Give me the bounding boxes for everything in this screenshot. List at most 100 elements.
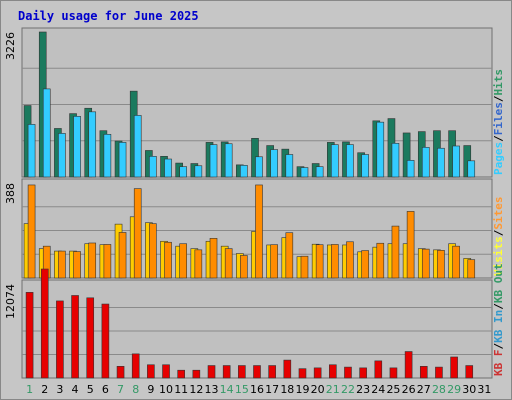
bar: [164, 158, 172, 178]
bar: [406, 160, 415, 178]
bar: [467, 259, 476, 279]
day-label: 20: [311, 383, 325, 396]
bar: [116, 366, 125, 379]
bar: [255, 156, 263, 178]
legend-item: Hits: [492, 69, 505, 96]
day-label: 28: [432, 383, 446, 396]
bar: [147, 364, 155, 379]
day-label: 5: [87, 383, 94, 396]
day-label: 27: [417, 383, 431, 396]
panels-layer: 3226 Pages/Files/Hits 388 Visits/Sites 12074…: [4, 27, 505, 379]
panel-max-label: 3226: [4, 32, 17, 60]
day-label: 31: [477, 383, 491, 396]
bar: [376, 242, 385, 279]
series-kb-f: [25, 268, 474, 379]
bar: [419, 366, 428, 379]
panel-background: [21, 279, 493, 379]
bar: [391, 142, 400, 178]
bar: [179, 166, 187, 178]
bar: [149, 156, 157, 178]
bar: [131, 353, 140, 379]
bar: [177, 369, 185, 379]
bar: [149, 223, 157, 279]
day-label: 30: [462, 383, 476, 396]
bar: [452, 145, 460, 178]
panel-hits: 3226 Pages/Files/Hits: [4, 27, 505, 178]
bar: [56, 300, 64, 379]
chart-title: Daily usage for June 2025: [18, 9, 199, 23]
bar: [27, 184, 36, 279]
day-label: 12: [189, 383, 203, 396]
bar: [88, 242, 97, 279]
bar: [103, 244, 112, 279]
panel-max-label: 12074: [4, 284, 17, 319]
legend-item: KB F: [492, 350, 505, 377]
bar: [58, 133, 66, 178]
day-label: 9: [147, 383, 154, 396]
day-label: 24: [371, 383, 385, 396]
day-label: 7: [117, 383, 124, 396]
bar: [71, 295, 79, 379]
bar: [164, 241, 172, 279]
bar: [224, 248, 233, 279]
panel-legend: Visits/Sites: [492, 197, 505, 277]
bar: [359, 367, 367, 379]
bar: [133, 115, 142, 178]
bar: [437, 147, 445, 178]
bar: [101, 303, 110, 379]
bar: [300, 255, 309, 279]
day-label: 15: [235, 383, 249, 396]
bar: [255, 184, 263, 279]
bar: [270, 149, 278, 178]
bar: [209, 144, 218, 178]
day-label: 2: [41, 383, 48, 396]
legend-item: Visits: [492, 236, 505, 276]
bar: [450, 356, 458, 379]
bar: [238, 365, 246, 379]
bar: [133, 188, 142, 279]
day-label: 8: [132, 383, 139, 396]
bar: [346, 241, 354, 279]
bar: [73, 251, 81, 279]
bar: [285, 232, 294, 279]
bar: [346, 144, 354, 178]
day-label: 13: [205, 383, 219, 396]
bar: [329, 364, 337, 379]
bar: [209, 238, 218, 279]
bar: [285, 154, 294, 178]
day-label: 10: [159, 383, 173, 396]
panel-visits: 388 Visits/Sites: [4, 178, 505, 279]
series-pages: [27, 88, 476, 178]
bar: [402, 132, 411, 178]
bar: [315, 244, 324, 279]
legend-item: KB In: [492, 310, 505, 343]
bar: [315, 166, 324, 178]
day-label: 18: [280, 383, 294, 396]
bar: [73, 116, 81, 178]
bar: [331, 244, 339, 279]
bar: [374, 360, 383, 379]
bar: [192, 369, 201, 379]
bar: [86, 297, 95, 379]
day-labels: 1 2 3 4 5 6 7 8 9 10 11 12 13 14 15 16 17 18 19 20 21 22 23 24 2…: [26, 383, 491, 396]
day-label: 1: [26, 383, 33, 396]
bar: [58, 250, 66, 279]
bar: [118, 232, 127, 279]
legend-item: Sites: [492, 197, 505, 230]
bar: [207, 365, 216, 379]
day-label: 19: [295, 383, 309, 396]
bar: [389, 367, 398, 379]
bar: [42, 88, 51, 178]
bar: [361, 250, 369, 279]
day-label: 17: [265, 383, 279, 396]
bar: [344, 366, 352, 379]
bar: [88, 111, 97, 178]
legend-item: Files: [492, 102, 505, 135]
panel-max-label: 388: [4, 183, 17, 204]
bar: [467, 160, 476, 178]
bar: [268, 365, 276, 379]
panel-legend: Pages/Files/Hits: [492, 69, 505, 175]
bar: [118, 142, 127, 178]
